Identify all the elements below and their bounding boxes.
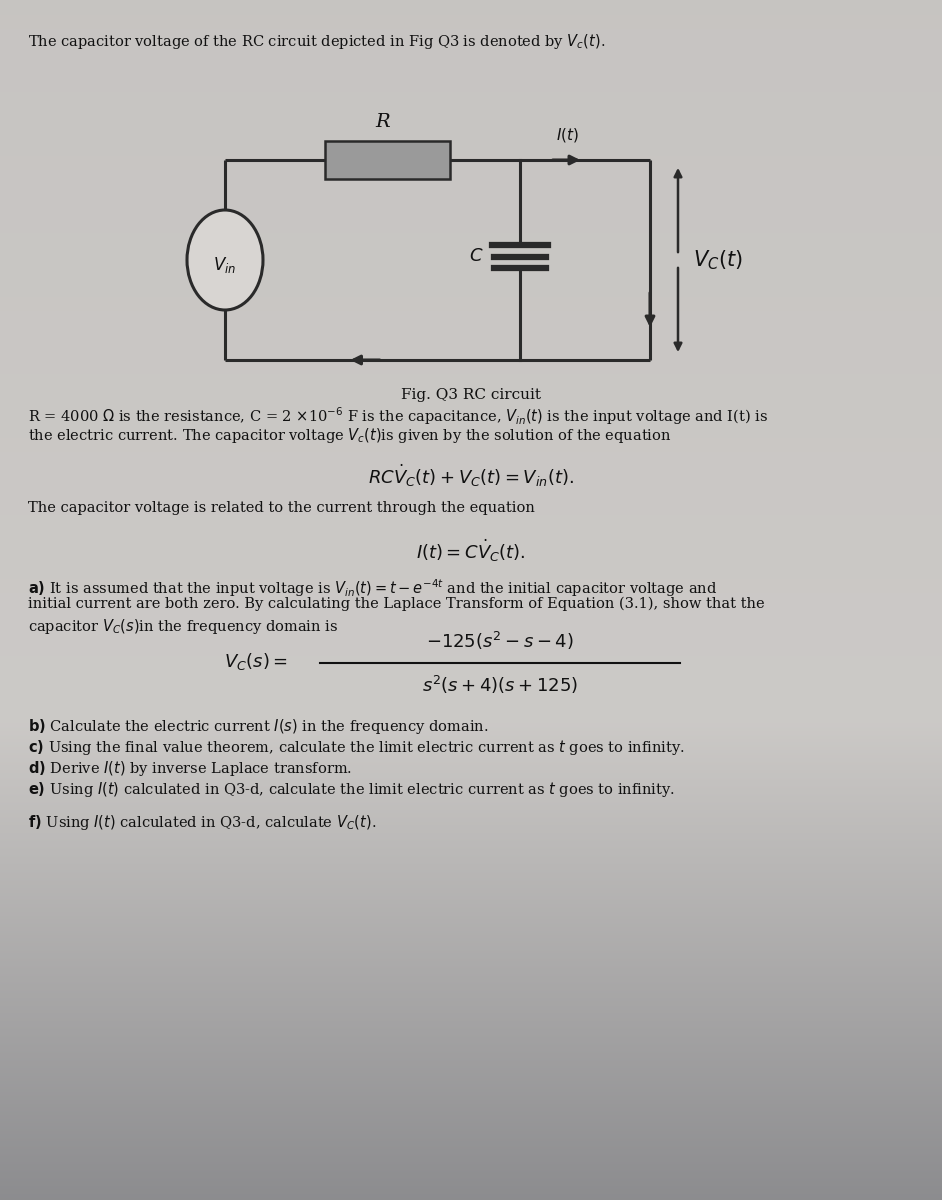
Text: capacitor $V_C(s)$in the frequency domain is: capacitor $V_C(s)$in the frequency domai… <box>28 617 338 636</box>
Text: $\mathbf{a)}$ It is assumed that the input voltage is $V_{in}(t) = t - e^{-4t}$ : $\mathbf{a)}$ It is assumed that the inp… <box>28 577 718 599</box>
Text: $V_C(t)$: $V_C(t)$ <box>693 248 743 271</box>
Text: $s^2(s+4)(s+125)$: $s^2(s+4)(s+125)$ <box>422 674 578 696</box>
Text: $-125(s^2 - s - 4)$: $-125(s^2 - s - 4)$ <box>426 630 574 652</box>
Text: $\mathbf{e)}$ Using $I(t)$ calculated in Q3-d, calculate the limit electric curr: $\mathbf{e)}$ Using $I(t)$ calculated in… <box>28 780 674 799</box>
Text: R = 4000 $\Omega$ is the resistance, C = 2 $\times$10$^{-6}$ F is the capacitanc: R = 4000 $\Omega$ is the resistance, C =… <box>28 404 768 427</box>
Text: R: R <box>375 113 390 131</box>
Text: $V_{in}$: $V_{in}$ <box>214 254 236 275</box>
Text: $I(t) = C\dot{V}_C(t).$: $I(t) = C\dot{V}_C(t).$ <box>416 538 526 564</box>
Text: $\mathbf{d)}$ Derive $I(t)$ by inverse Laplace transform.: $\mathbf{d)}$ Derive $I(t)$ by inverse L… <box>28 758 352 778</box>
Text: $\mathbf{c)}$ Using the final value theorem, calculate the limit electric curren: $\mathbf{c)}$ Using the final value theo… <box>28 738 685 757</box>
Text: $C$: $C$ <box>469 247 484 265</box>
Text: Fig. Q3 RC circuit: Fig. Q3 RC circuit <box>401 388 541 402</box>
Text: $\mathbf{f)}$ Using $I(t)$ calculated in Q3-d, calculate $V_C(t)$.: $\mathbf{f)}$ Using $I(t)$ calculated in… <box>28 814 376 832</box>
Text: initial current are both zero. By calculating the Laplace Transform of Equation : initial current are both zero. By calcul… <box>28 596 765 611</box>
Text: $RC\dot{V}_C(t) + V_C(t) = V_{in}(t).$: $RC\dot{V}_C(t) + V_C(t) = V_{in}(t).$ <box>368 463 574 490</box>
Ellipse shape <box>187 210 263 310</box>
Text: $I(t)$: $I(t)$ <box>557 126 579 144</box>
Bar <box>325 140 450 179</box>
Text: $V_C(s) = $: $V_C(s) = $ <box>224 652 288 672</box>
Text: The capacitor voltage is related to the current through the equation: The capacitor voltage is related to the … <box>28 502 535 515</box>
Text: $\mathbf{b)}$ Calculate the electric current $I(s)$ in the frequency domain.: $\mathbf{b)}$ Calculate the electric cur… <box>28 716 488 736</box>
Text: the electric current. The capacitor voltage $V_c(t)$is given by the solution of : the electric current. The capacitor volt… <box>28 426 672 445</box>
Text: The capacitor voltage of the RC circuit depicted in Fig Q3 is denoted by $V_c(t): The capacitor voltage of the RC circuit … <box>28 32 606 50</box>
